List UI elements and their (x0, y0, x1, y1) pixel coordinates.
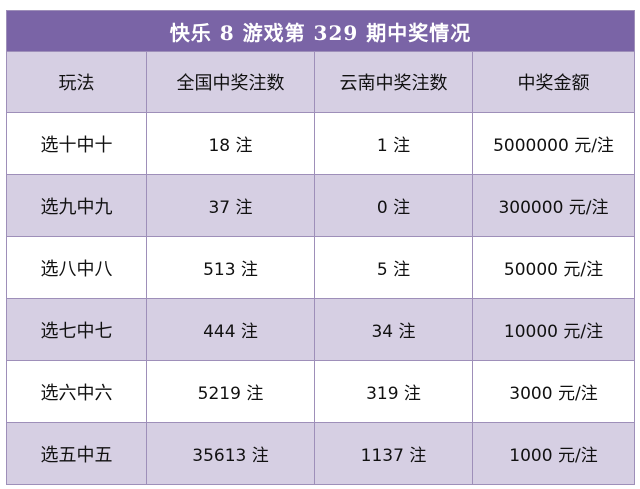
yunnan-winners-cell: 5 注 (314, 236, 473, 299)
prize-amount-cell: 50000 元/注 (471, 236, 636, 299)
title-row: 快乐 8 游戏第 329 期中奖情况 (5, 10, 636, 52)
prize-table: 快乐 8 游戏第 329 期中奖情况 玩法 全国中奖注数 云南中奖注数 中奖金额… (5, 10, 636, 485)
yunnan-winners-cell: 1 注 (314, 112, 473, 175)
prize-amount-cell: 1000 元/注 (471, 422, 636, 485)
play-type-cell: 选八中八 (6, 236, 147, 299)
header-row: 玩法 全国中奖注数 云南中奖注数 中奖金额 (6, 51, 636, 113)
header-play-type: 玩法 (6, 51, 147, 113)
yunnan-winners-cell: 0 注 (314, 174, 473, 237)
prize-amount-cell: 5000000 元/注 (471, 112, 636, 175)
play-type-cell: 选九中九 (6, 174, 147, 237)
table-row: 选六中六 5219 注 319 注 3000 元/注 (6, 360, 636, 423)
table-row: 选九中九 37 注 0 注 300000 元/注 (6, 174, 636, 237)
national-winners-cell: 35613 注 (146, 422, 315, 485)
national-winners-cell: 513 注 (146, 236, 315, 299)
national-winners-cell: 37 注 (146, 174, 315, 237)
header-national-winners: 全国中奖注数 (146, 51, 315, 113)
play-type-cell: 选十中十 (6, 112, 147, 175)
national-winners-cell: 5219 注 (146, 360, 315, 423)
prize-amount-cell: 300000 元/注 (471, 174, 636, 237)
header-prize-amount: 中奖金额 (471, 51, 636, 113)
play-type-cell: 选六中六 (6, 360, 147, 423)
prize-amount-cell: 10000 元/注 (471, 298, 636, 361)
prize-amount-cell: 3000 元/注 (471, 360, 636, 423)
header-yunnan-winners: 云南中奖注数 (314, 51, 473, 113)
table-row: 选八中八 513 注 5 注 50000 元/注 (6, 236, 636, 299)
table-row: 选七中七 444 注 34 注 10000 元/注 (6, 298, 636, 361)
national-winners-cell: 444 注 (146, 298, 315, 361)
yunnan-winners-cell: 34 注 (314, 298, 473, 361)
play-type-cell: 选五中五 (6, 422, 147, 485)
table-row: 选五中五 35613 注 1137 注 1000 元/注 (6, 422, 636, 485)
prize-table-container: 快乐 8 游戏第 329 期中奖情况 玩法 全国中奖注数 云南中奖注数 中奖金额… (5, 10, 636, 485)
national-winners-cell: 18 注 (146, 112, 315, 175)
yunnan-winners-cell: 319 注 (314, 360, 473, 423)
play-type-cell: 选七中七 (6, 298, 147, 361)
table-row: 选十中十 18 注 1 注 5000000 元/注 (6, 112, 636, 175)
table-title: 快乐 8 游戏第 329 期中奖情况 (5, 10, 636, 52)
yunnan-winners-cell: 1137 注 (314, 422, 473, 485)
